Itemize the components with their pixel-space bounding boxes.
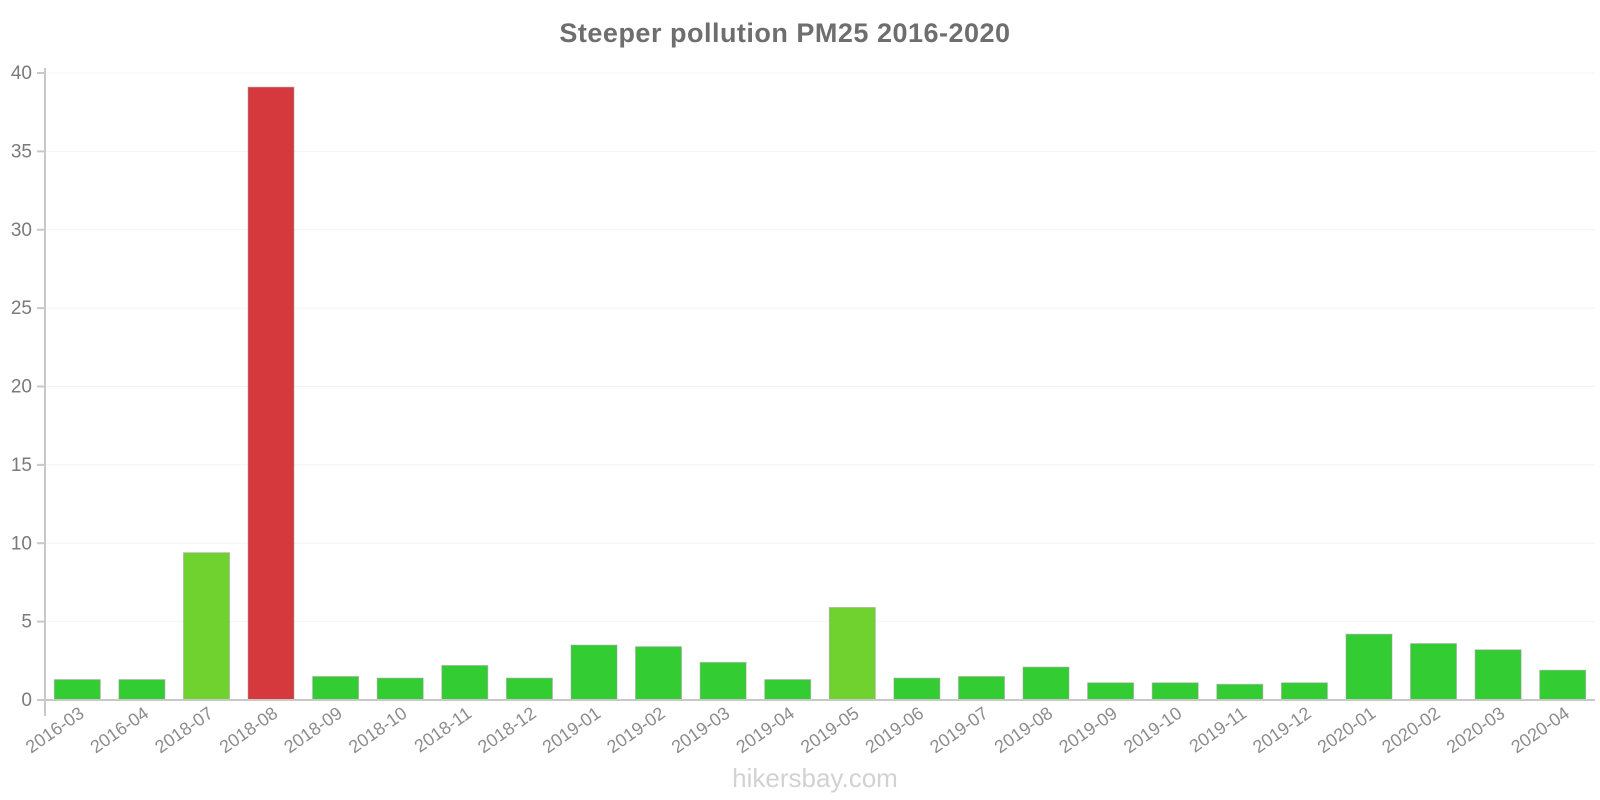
x-tick-label-2020-04: 2020-04: [1507, 703, 1573, 757]
bar-2019-09[interactable]: [1087, 682, 1135, 701]
x-tick-label-2018-12: 2018-12: [474, 703, 540, 757]
y-tick-label-0: 0: [21, 690, 32, 711]
bar-2019-12[interactable]: [1280, 682, 1328, 701]
x-tick-label-2019-02: 2019-02: [603, 703, 669, 757]
y-tick-label-5: 5: [21, 612, 32, 633]
bar-2018-08[interactable]: [247, 86, 295, 701]
bar-2019-08[interactable]: [1022, 666, 1070, 701]
x-tick-label-2019-04: 2019-04: [732, 703, 798, 757]
x-tick-label-2018-07: 2018-07: [151, 703, 217, 757]
x-tick-label-2019-09: 2019-09: [1055, 703, 1121, 757]
x-tick-label-2020-02: 2020-02: [1378, 703, 1444, 757]
chart-title: Steeper pollution PM25 2016-2020: [559, 18, 1011, 48]
bar-2018-10[interactable]: [376, 677, 424, 701]
bar-2020-01[interactable]: [1345, 633, 1393, 701]
x-tick-label-2018-09: 2018-09: [280, 703, 346, 757]
y-tick-label-15: 15: [11, 455, 32, 476]
bar-2019-04[interactable]: [764, 679, 812, 701]
y-tick-label-30: 30: [11, 220, 32, 241]
x-tick-label-2019-03: 2019-03: [668, 703, 734, 757]
bar-2019-03[interactable]: [699, 661, 747, 701]
y-tick-label-10: 10: [11, 533, 32, 554]
bar-2020-03[interactable]: [1474, 649, 1522, 701]
bar-2019-05[interactable]: [828, 607, 876, 701]
x-tick-label-2019-11: 2019-11: [1186, 703, 1250, 757]
bar-2019-10[interactable]: [1151, 682, 1199, 701]
bar-2019-02[interactable]: [635, 646, 682, 701]
bar-2016-03[interactable]: [53, 679, 101, 701]
x-tick-label-2019-06: 2019-06: [862, 703, 928, 757]
bar-2018-09[interactable]: [312, 676, 360, 701]
x-tick-label-2019-05: 2019-05: [797, 703, 863, 757]
x-tick-label-2016-04: 2016-04: [87, 703, 153, 757]
x-tick-label-2019-01: 2019-01: [539, 703, 605, 757]
x-tick-label-2016-03: 2016-03: [22, 703, 88, 757]
x-tick-label-2019-10: 2019-10: [1120, 703, 1186, 757]
x-tick-label-2019-07: 2019-07: [926, 703, 992, 757]
bar-2019-07[interactable]: [958, 676, 1005, 701]
x-tick-label-2019-08: 2019-08: [991, 703, 1057, 757]
bar-2016-04[interactable]: [118, 679, 166, 701]
bar-2020-02[interactable]: [1410, 643, 1457, 701]
x-tick-label-2020-03: 2020-03: [1443, 703, 1509, 757]
y-tick-label-35: 35: [11, 141, 32, 162]
watermark-text: hikersbay.com: [732, 763, 898, 793]
bar-2019-11[interactable]: [1216, 683, 1264, 701]
x-tick-label-2020-01: 2020-01: [1314, 703, 1380, 757]
bar-2020-04[interactable]: [1539, 669, 1587, 701]
bar-2019-01[interactable]: [570, 644, 618, 701]
x-tick-label-2019-12: 2019-12: [1249, 703, 1315, 757]
x-tick-label-2018-08: 2018-08: [216, 703, 282, 757]
bar-2018-11[interactable]: [441, 665, 489, 701]
bar-2019-06[interactable]: [893, 677, 941, 701]
x-tick-label-2018-11: 2018-11: [411, 703, 475, 757]
x-tick-label-2018-10: 2018-10: [345, 703, 411, 757]
y-tick-label-25: 25: [11, 298, 32, 319]
y-tick-label-40: 40: [11, 63, 32, 84]
bar-2018-12[interactable]: [505, 677, 553, 701]
bar-2018-07[interactable]: [183, 552, 230, 701]
y-tick-label-20: 20: [11, 377, 32, 398]
